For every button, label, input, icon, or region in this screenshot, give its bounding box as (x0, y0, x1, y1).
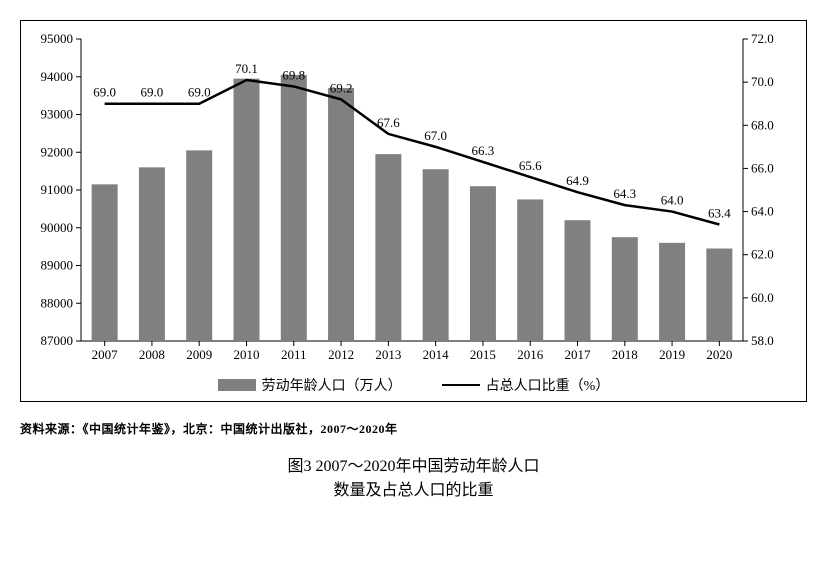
source-note: 资料来源：《中国统计年鉴》，北京：中国统计出版社，2007～2020年 (20, 420, 807, 437)
svg-text:67.0: 67.0 (424, 128, 447, 143)
svg-text:2016: 2016 (517, 347, 544, 362)
legend: 劳动年龄人口（万人） 占总人口比重（%） (27, 375, 800, 395)
svg-text:95000: 95000 (41, 31, 74, 46)
svg-text:88000: 88000 (41, 295, 74, 310)
legend-line-item: 占总人口比重（%） (442, 375, 610, 395)
svg-text:65.6: 65.6 (519, 158, 542, 173)
chart-svg: 87000 88000 89000 90000 91000 92000 93000 94000… (27, 27, 787, 367)
svg-text:2012: 2012 (328, 347, 354, 362)
svg-text:2015: 2015 (470, 347, 496, 362)
svg-text:64.0: 64.0 (661, 193, 684, 208)
legend-line-label: 占总人口比重（%） (486, 375, 610, 395)
svg-text:2019: 2019 (659, 347, 685, 362)
svg-text:2008: 2008 (139, 347, 165, 362)
svg-text:72.0: 72.0 (751, 31, 774, 46)
svg-text:69.0: 69.0 (141, 85, 164, 100)
svg-text:70.0: 70.0 (751, 74, 774, 89)
svg-text:58.0: 58.0 (751, 333, 774, 348)
svg-text:62.0: 62.0 (751, 247, 774, 262)
legend-bar-label: 劳动年龄人口（万人） (262, 375, 402, 395)
svg-text:94000: 94000 (41, 69, 74, 84)
svg-text:64.0: 64.0 (751, 204, 774, 219)
svg-text:70.1: 70.1 (235, 61, 258, 76)
svg-text:2020: 2020 (706, 347, 732, 362)
svg-text:68.0: 68.0 (751, 117, 774, 132)
svg-text:67.6: 67.6 (377, 115, 400, 130)
svg-text:69.0: 69.0 (188, 85, 211, 100)
svg-text:91000: 91000 (41, 182, 74, 197)
chart-container: 87000 88000 89000 90000 91000 92000 93000 94000… (20, 20, 807, 402)
svg-text:66.0: 66.0 (751, 160, 774, 175)
svg-text:64.9: 64.9 (566, 173, 589, 188)
svg-text:69.8: 69.8 (282, 67, 305, 82)
svg-text:90000: 90000 (41, 220, 74, 235)
svg-text:2007: 2007 (92, 347, 119, 362)
legend-bar-item: 劳动年龄人口（万人） (218, 375, 402, 395)
svg-text:60.0: 60.0 (751, 290, 774, 305)
svg-text:69.2: 69.2 (330, 80, 353, 95)
svg-text:92000: 92000 (41, 144, 74, 159)
caption-line-1: 图3 2007～2020年中国劳动年龄人口 (20, 455, 807, 479)
legend-line-swatch (442, 384, 480, 386)
svg-text:87000: 87000 (41, 333, 74, 348)
svg-text:2009: 2009 (186, 347, 212, 362)
figure-caption: 图3 2007～2020年中国劳动年龄人口 数量及占总人口的比重 (20, 455, 807, 503)
svg-text:2018: 2018 (612, 347, 638, 362)
svg-text:64.3: 64.3 (613, 186, 636, 201)
legend-bar-swatch (218, 379, 256, 391)
svg-text:93000: 93000 (41, 107, 74, 122)
svg-text:2014: 2014 (423, 347, 450, 362)
svg-text:2017: 2017 (565, 347, 592, 362)
svg-text:63.4: 63.4 (708, 206, 731, 221)
caption-line-2: 数量及占总人口的比重 (20, 479, 807, 503)
svg-text:66.3: 66.3 (472, 143, 495, 158)
svg-text:2011: 2011 (281, 347, 307, 362)
svg-text:2013: 2013 (375, 347, 401, 362)
svg-text:69.0: 69.0 (93, 85, 116, 100)
svg-text:89000: 89000 (41, 258, 74, 273)
svg-text:2010: 2010 (234, 347, 260, 362)
